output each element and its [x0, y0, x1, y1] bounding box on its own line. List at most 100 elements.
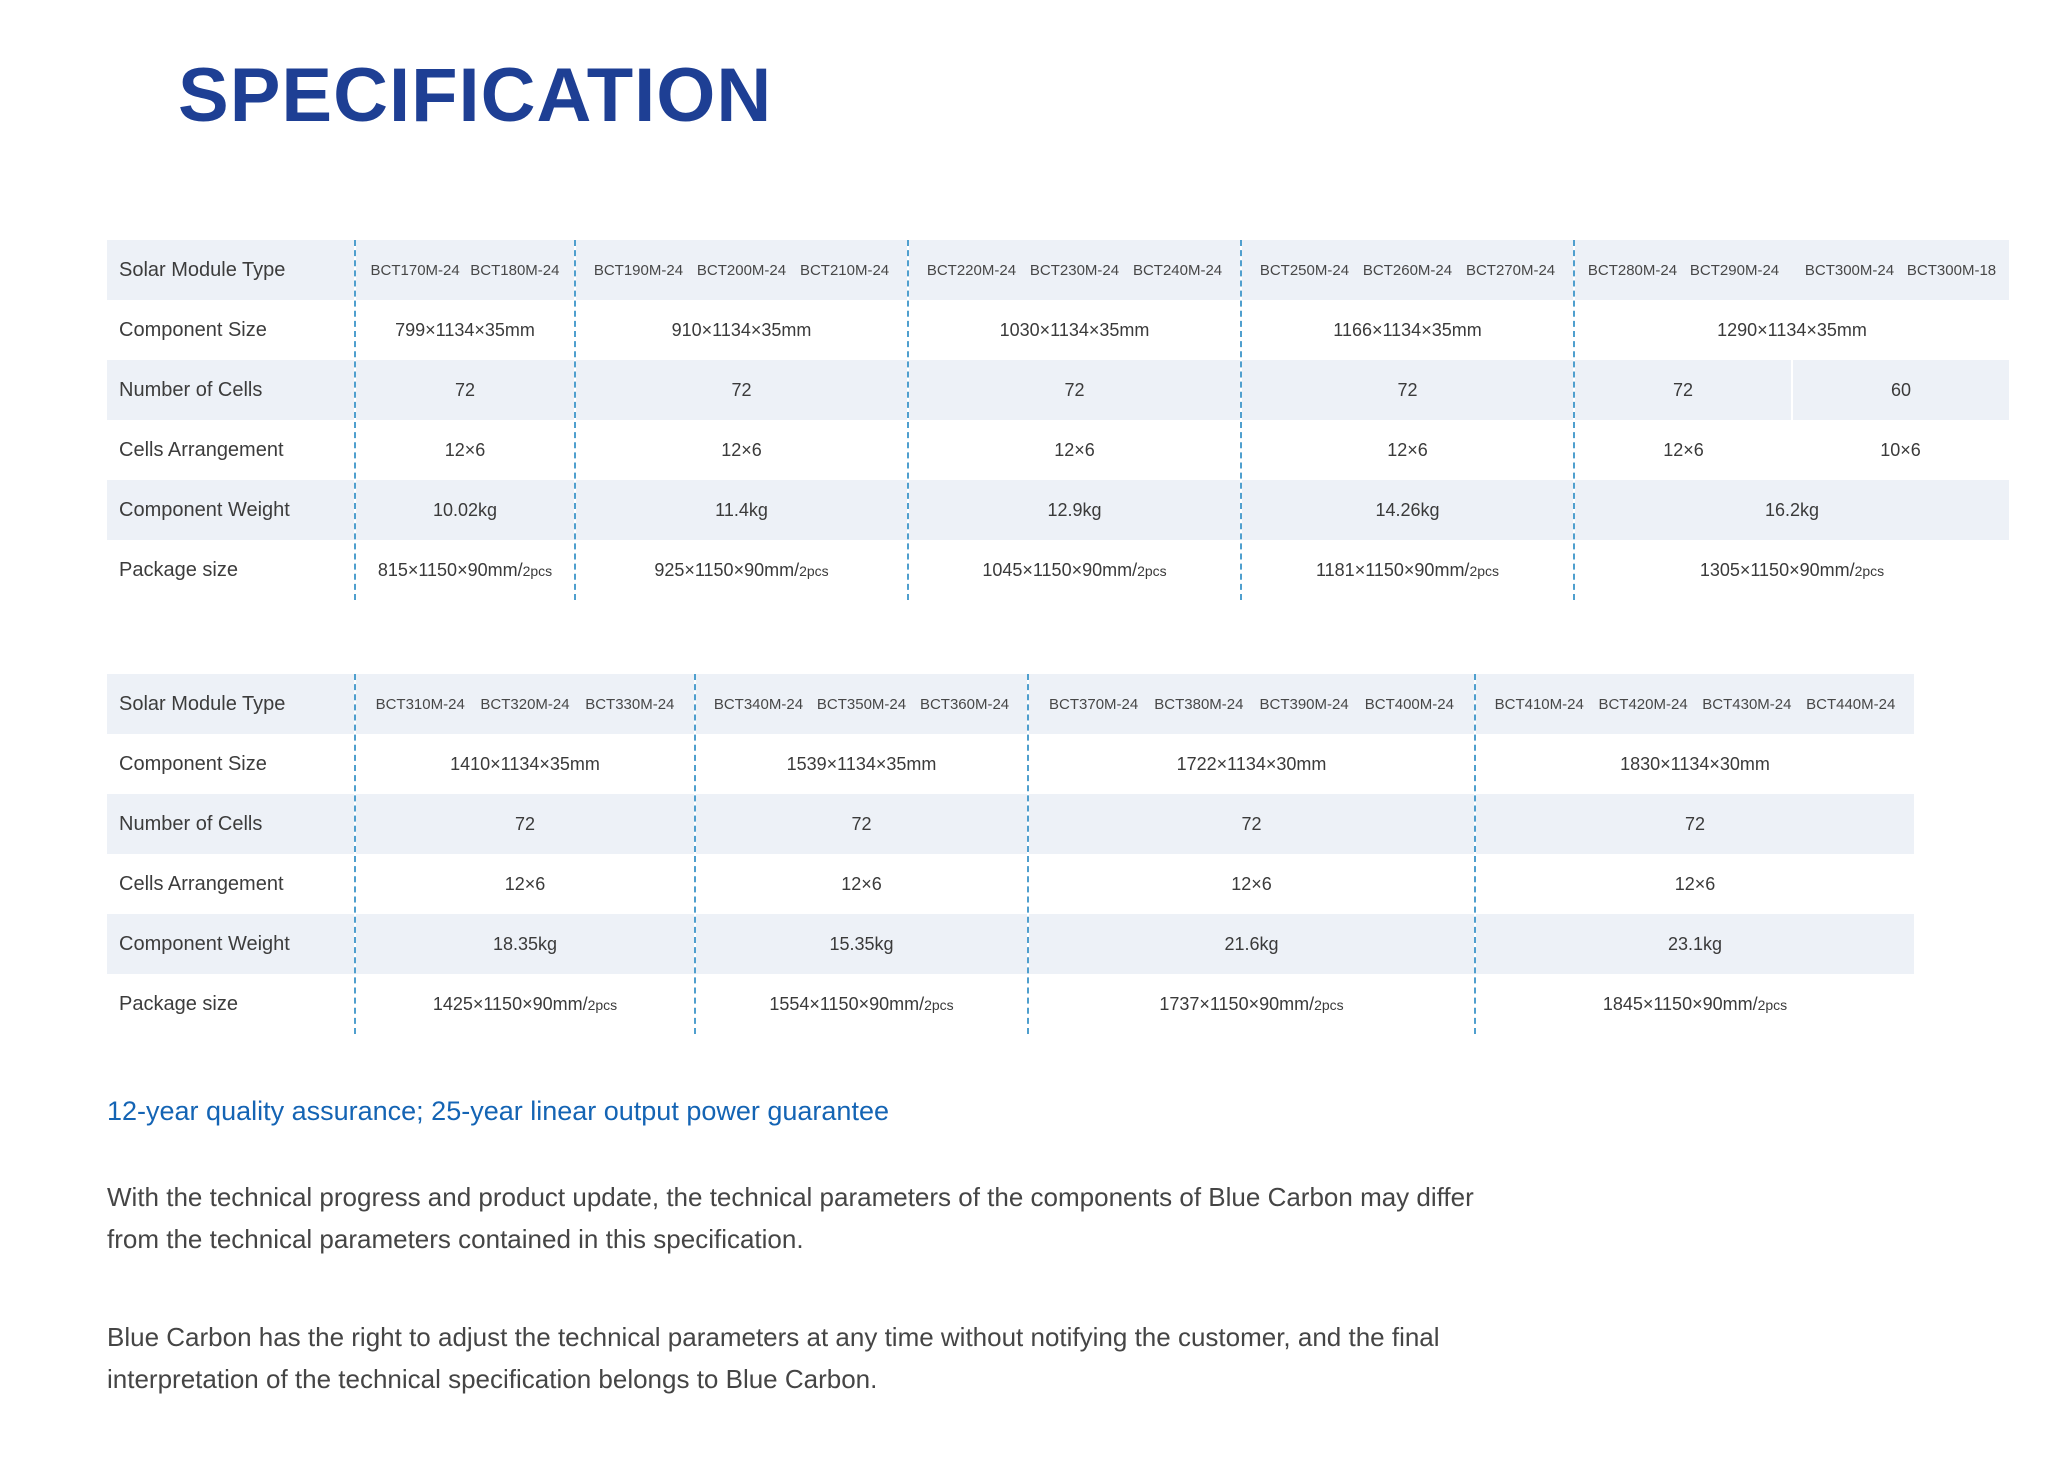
cell-num-cells: 72 — [356, 360, 574, 420]
package-size-value: 925×1150×90mm/ — [654, 559, 800, 580]
model-name: BCT260M-24 — [1362, 261, 1453, 279]
model-names: BCT220M-24 BCT230M-24 BCT240M-24 — [909, 240, 1240, 300]
model-name: BCT210M-24 — [799, 261, 890, 279]
row-label-component-size: Component Size — [119, 752, 267, 775]
model-name: BCT360M-24 — [919, 695, 1010, 713]
disclaimer-line: interpretation of the technical specific… — [107, 1364, 878, 1394]
package-size-value: 1554×1150×90mm/ — [769, 993, 925, 1014]
package-size-unit: 2pcs — [924, 996, 954, 1013]
module-group: BCT370M-24 BCT380M-24 BCT390M-24 BCT400M… — [1027, 674, 1474, 1034]
model-name: BCT240M-24 — [1132, 261, 1223, 279]
cell-package-size: 1737×1150×90mm/2pcs — [1029, 974, 1474, 1034]
row-label-module-type: Solar Module Type — [107, 674, 354, 734]
disclaimer-paragraph-1: With the technical progress and product … — [107, 1176, 1474, 1260]
package-size-unit: 2pcs — [587, 996, 618, 1013]
row-label-package-size: Package size — [119, 992, 238, 1015]
cell-cells-arrangement: 12×6 — [721, 439, 762, 460]
model-name: BCT300M-18 — [1906, 261, 1997, 279]
module-group: BCT310M-24 BCT320M-24 BCT330M-24 1410×11… — [354, 674, 694, 1034]
model-name: BCT310M-24 — [375, 695, 465, 713]
cell-num-cells: 72 — [696, 794, 1027, 854]
model-name: BCT200M-24 — [696, 261, 787, 279]
cell-component-size: 1410×1134×35mm — [450, 753, 600, 774]
row-label-package-size: Package size — [119, 558, 238, 581]
cell-component-weight: 15.35kg — [696, 914, 1027, 974]
model-name: BCT440M-24 — [1806, 695, 1896, 713]
model-name: BCT340M-24 — [713, 695, 804, 713]
cell-num-cells: 72 — [1242, 360, 1573, 420]
row-label-num-cells: Number of Cells — [107, 360, 354, 420]
cells-arrangement-right: 10×6 — [1880, 439, 1921, 460]
model-name: BCT300M-24 — [1804, 261, 1895, 279]
package-size-value: 815×1150×90mm/ — [377, 559, 523, 580]
package-size-unit: 2pcs — [1137, 562, 1167, 579]
cell-num-cells: 72 60 — [1575, 360, 2009, 420]
model-names: BCT250M-24 BCT260M-24 BCT270M-24 — [1242, 240, 1573, 300]
package-size-unit: 2pcs — [1314, 996, 1344, 1013]
cell-cells-arrangement: 12×6 — [1674, 873, 1716, 894]
cell-cells-arrangement: 12×6 — [1387, 439, 1428, 460]
disclaimer-line: from the technical parameters contained … — [107, 1224, 804, 1254]
cell-component-weight: 21.6kg — [1029, 914, 1474, 974]
row-label-component-weight: Component Weight — [107, 480, 354, 540]
cells-arrangement-left: 12×6 — [1663, 439, 1704, 460]
module-group: BCT220M-24 BCT230M-24 BCT240M-24 1030×11… — [907, 240, 1240, 600]
cell-num-cells: 72 — [909, 360, 1240, 420]
cell-component-size: 1830×1134×30mm — [1620, 753, 1770, 774]
cell-component-weight: 14.26kg — [1242, 480, 1573, 540]
cell-component-size: 799×1134×35mm — [395, 319, 535, 340]
model-names: BCT410M-24 BCT420M-24 BCT430M-24 BCT440M… — [1476, 674, 1914, 734]
cell-package-size: 1045×1150×90mm/2pcs — [909, 540, 1240, 600]
cell-component-weight: 23.1kg — [1476, 914, 1914, 974]
package-size-value: 1305×1150×90mm/ — [1699, 559, 1855, 580]
model-name: BCT180M-24 — [470, 261, 560, 279]
package-size-value: 1845×1150×90mm/ — [1602, 993, 1758, 1014]
model-name: BCT290M-24 — [1689, 261, 1780, 279]
cell-num-cells: 72 — [356, 794, 694, 854]
model-name: BCT430M-24 — [1702, 695, 1792, 713]
cell-component-weight: 10.02kg — [356, 480, 574, 540]
cell-cells-arrangement: 12×6 — [841, 873, 882, 894]
module-group: BCT250M-24 BCT260M-24 BCT270M-24 1166×11… — [1240, 240, 1573, 600]
cell-component-weight: 12.9kg — [909, 480, 1240, 540]
cell-component-weight: 16.2kg — [1575, 480, 2009, 540]
model-name: BCT410M-24 — [1494, 695, 1584, 713]
package-size-value: 1045×1150×90mm/ — [982, 559, 1138, 580]
module-group: BCT190M-24 BCT200M-24 BCT210M-24 910×113… — [574, 240, 907, 600]
package-size-value: 1425×1150×90mm/ — [432, 993, 588, 1014]
model-name: BCT420M-24 — [1598, 695, 1688, 713]
model-names: BCT170M-24 BCT180M-24 — [356, 240, 574, 300]
cell-component-size: 1722×1134×30mm — [1176, 753, 1327, 774]
cell-num-cells: 72 — [576, 360, 907, 420]
cell-package-size: 1181×1150×90mm/2pcs — [1242, 540, 1573, 600]
disclaimer-line: With the technical progress and product … — [107, 1182, 1474, 1212]
model-names-left: BCT280M-24 BCT290M-24 — [1575, 240, 1792, 300]
page-title: SPECIFICATION — [178, 53, 773, 138]
cell-package-size: 815×1150×90mm/2pcs — [356, 540, 574, 600]
model-name: BCT400M-24 — [1364, 695, 1454, 713]
package-size-value: 1181×1150×90mm/ — [1315, 559, 1470, 580]
row-label-column: Solar Module Type Component Size Number … — [107, 240, 354, 600]
cell-cells-arrangement: 12×6 — [1231, 873, 1272, 894]
module-group: BCT340M-24 BCT350M-24 BCT360M-24 1539×11… — [694, 674, 1027, 1034]
model-name: BCT220M-24 — [926, 261, 1017, 279]
model-names: BCT190M-24 BCT200M-24 BCT210M-24 — [576, 240, 907, 300]
package-size-value: 1737×1150×90mm/ — [1159, 993, 1315, 1014]
package-size-unit: 2pcs — [799, 562, 829, 579]
module-group: BCT410M-24 BCT420M-24 BCT430M-24 BCT440M… — [1474, 674, 1914, 1034]
cell-package-size: 1305×1150×90mm/2pcs — [1575, 540, 2009, 600]
model-name: BCT190M-24 — [593, 261, 684, 279]
model-name: BCT320M-24 — [480, 695, 570, 713]
model-name: BCT390M-24 — [1259, 695, 1349, 713]
model-name: BCT250M-24 — [1259, 261, 1350, 279]
package-size-unit: 2pcs — [1469, 562, 1500, 579]
row-label-column: Solar Module Type Component Size Number … — [107, 674, 354, 1034]
cell-component-size: 1030×1134×35mm — [999, 319, 1150, 340]
num-cells-right: 60 — [1791, 360, 2009, 420]
cell-package-size: 1554×1150×90mm/2pcs — [696, 974, 1027, 1034]
cell-num-cells: 72 — [1029, 794, 1474, 854]
cell-cells-arrangement: 12×6 — [504, 873, 546, 894]
model-name: BCT370M-24 — [1049, 695, 1139, 713]
cell-component-weight: 18.35kg — [356, 914, 694, 974]
cell-cells-arrangement: 12×6 — [444, 439, 486, 460]
